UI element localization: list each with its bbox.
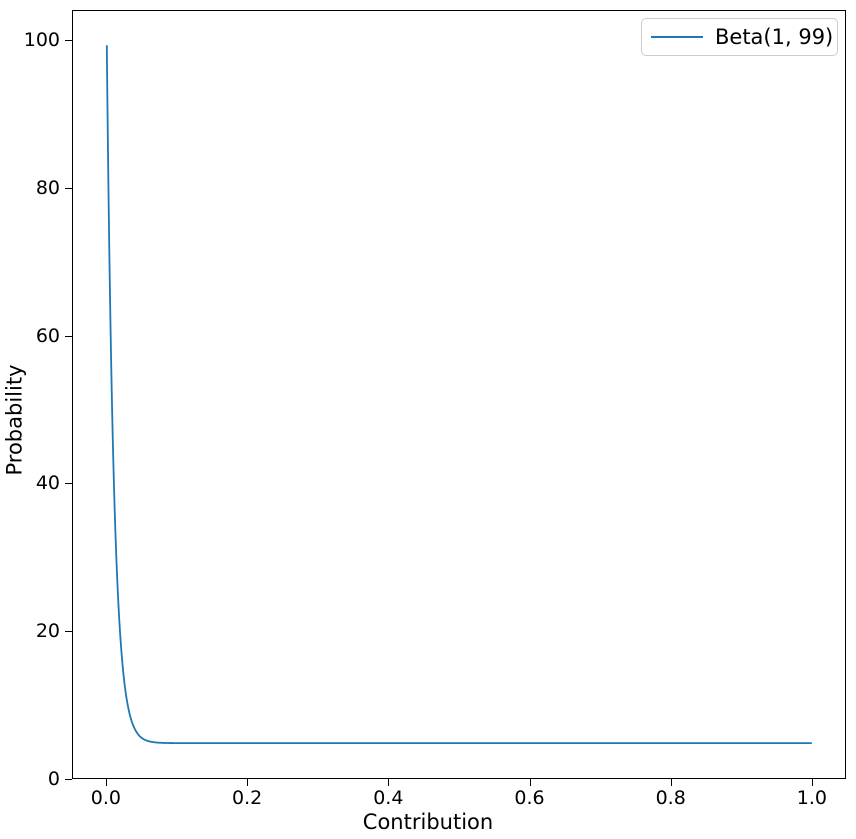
y-axis-label-holder: Probability (0, 0, 30, 839)
y-tick-label-40: 40 (35, 472, 60, 495)
legend-line-swatch-icon (651, 35, 703, 39)
y-tick-label-0: 0 (47, 768, 60, 790)
x-tick-label-0.4: 0.4 (373, 787, 404, 809)
y-tick-label-100: 100 (23, 29, 60, 51)
y-tick-mark-40 (65, 483, 72, 485)
x-tick-mark-0.6 (529, 779, 531, 786)
plot-axes (72, 10, 846, 779)
x-tick-mark-0.8 (670, 779, 672, 786)
plot-canvas (73, 11, 845, 778)
x-tick-mark-0.2 (247, 779, 249, 786)
legend-entry-beta-1-99: Beta(1, 99) (651, 26, 833, 48)
y-tick-label-80: 80 (35, 176, 60, 199)
y-tick-mark-0 (65, 779, 72, 780)
y-tick-label-60: 60 (35, 324, 60, 347)
y-tick-mark-20 (65, 631, 72, 633)
y-tick-mark-100 (65, 40, 72, 41)
x-tick-mark-0.0 (105, 779, 107, 786)
y-tick-mark-80 (65, 187, 72, 189)
x-tick-mark-1.0 (811, 779, 813, 786)
x-tick-label-0.8: 0.8 (655, 787, 686, 809)
x-tick-label-0.0: 0.0 (90, 787, 121, 809)
data-line-beta-1-99 (107, 46, 811, 743)
x-tick-label-0.6: 0.6 (514, 787, 545, 809)
x-axis-label: Contribution (362, 810, 494, 834)
x-tick-mark-0.4 (388, 779, 390, 786)
y-axis-label: Probability (2, 363, 27, 476)
legend-entry-label: Beta(1, 99) (715, 24, 834, 49)
y-tick-label-20: 20 (35, 620, 60, 643)
x-tick-label-0.2: 0.2 (231, 787, 263, 809)
x-tick-label-1.0: 1.0 (796, 787, 827, 809)
legend-box[interactable]: Beta(1, 99) (641, 18, 838, 56)
y-tick-mark-60 (65, 335, 72, 337)
